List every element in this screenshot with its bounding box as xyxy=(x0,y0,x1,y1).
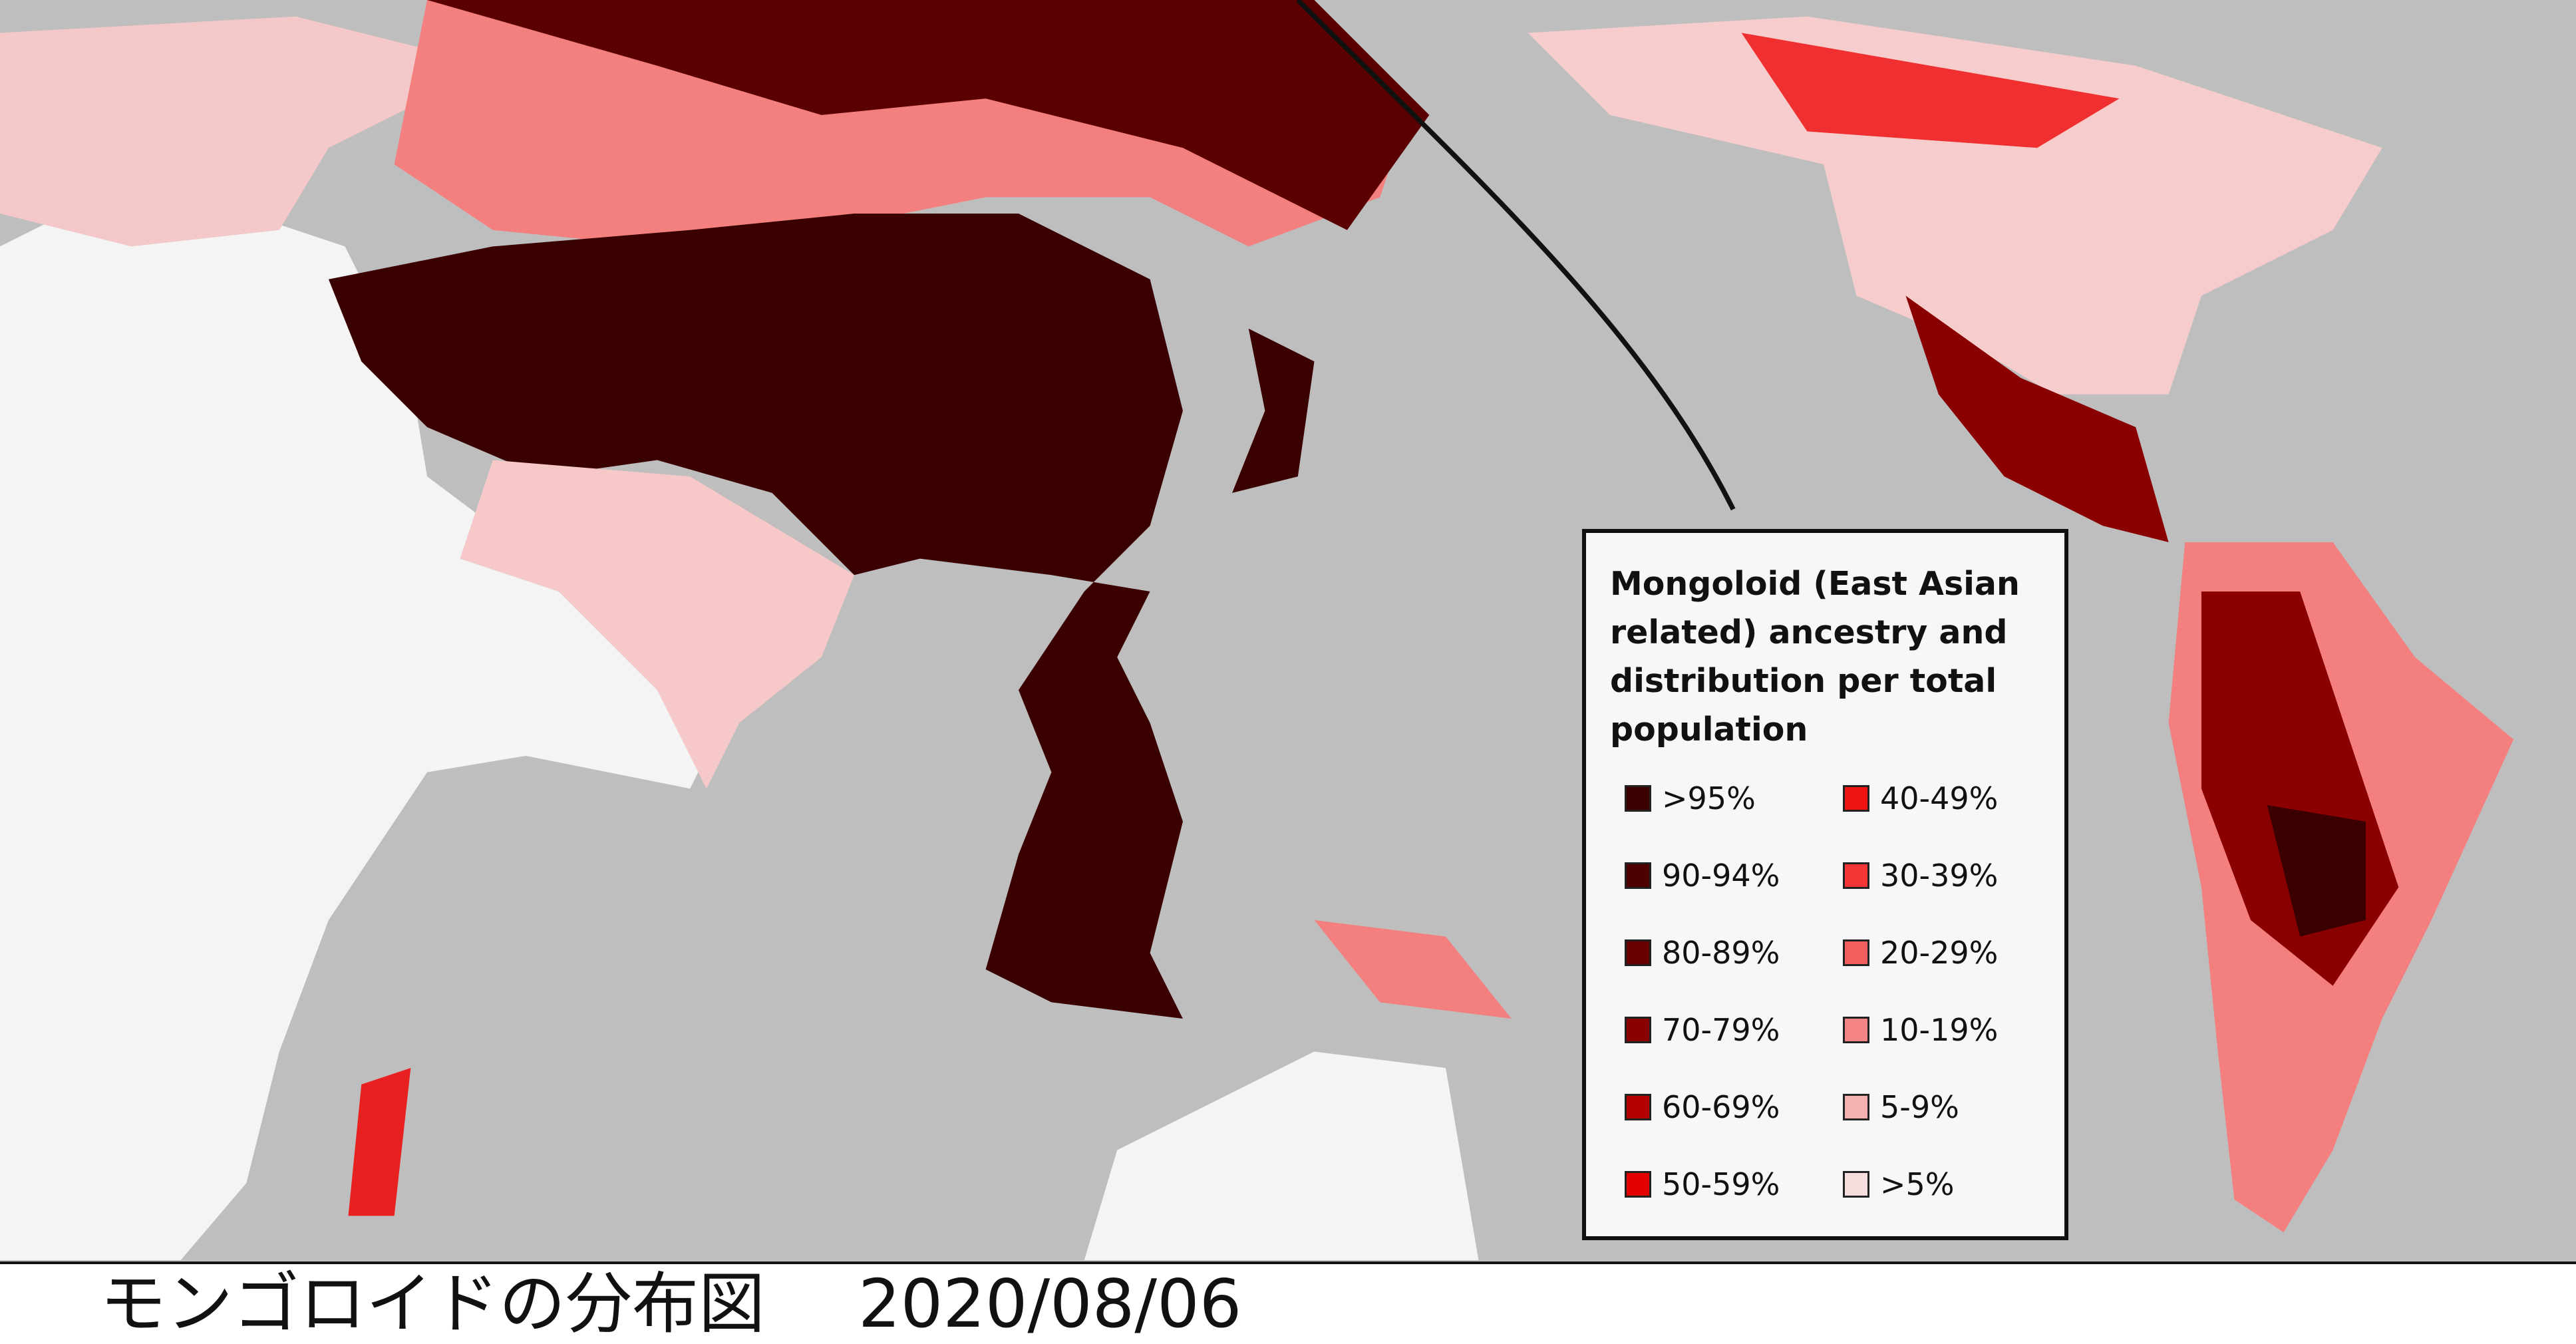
legend-swatch xyxy=(1625,1094,1651,1120)
legend-label: 80-89% xyxy=(1662,935,1780,971)
legend-item: 70-79% xyxy=(1625,1012,1780,1048)
legend-label: 50-59% xyxy=(1662,1166,1780,1202)
legend-swatch xyxy=(1625,939,1651,966)
bolivia xyxy=(2267,805,2366,937)
africa-europe xyxy=(0,197,723,1261)
legend-swatch xyxy=(1843,1171,1869,1198)
legend-swatch xyxy=(1843,785,1869,812)
arc-line xyxy=(1296,0,1736,511)
canada-band xyxy=(1741,33,2120,148)
legend-item: 30-39% xyxy=(1843,858,1998,894)
legend: Mongoloid (East Asian related) ancestry … xyxy=(1582,529,2068,1240)
legend-swatch xyxy=(1625,1171,1651,1198)
legend-swatch xyxy=(1843,862,1869,889)
legend-label: 20-29% xyxy=(1880,935,1999,971)
legend-label: 5-9% xyxy=(1880,1089,1959,1125)
legend-swatch xyxy=(1843,1017,1869,1043)
caption-date: 2020/08/06 xyxy=(858,1265,1242,1343)
legend-label: 10-19% xyxy=(1880,1012,1999,1048)
legend-swatch xyxy=(1625,1017,1651,1043)
legend-item: 40-49% xyxy=(1843,780,1998,816)
japan xyxy=(1232,328,1315,493)
south-asia xyxy=(460,460,855,789)
legend-item: 5-9% xyxy=(1843,1089,1959,1125)
legend-swatch xyxy=(1625,862,1651,889)
legend-swatch xyxy=(1843,939,1869,966)
legend-item: >5% xyxy=(1843,1166,1955,1202)
europe xyxy=(0,16,493,247)
legend-swatch xyxy=(1843,1094,1869,1120)
legend-item: 10-19% xyxy=(1843,1012,1998,1048)
east-asia xyxy=(328,214,1183,1019)
legend-item: >95% xyxy=(1625,780,1756,816)
legend-title: Mongoloid (East Asian related) ancestry … xyxy=(1610,565,2020,749)
legend-label: >95% xyxy=(1662,780,1756,816)
legend-item: 50-59% xyxy=(1625,1166,1780,1202)
legend-item: 20-29% xyxy=(1843,935,1998,971)
legend-label: >5% xyxy=(1880,1166,1955,1202)
australia xyxy=(1084,1051,1479,1261)
new-guinea xyxy=(1314,920,1512,1019)
siberia xyxy=(427,0,1430,230)
caption-title: モンゴロイドの分布図 xyxy=(100,1265,765,1343)
legend-label: 30-39% xyxy=(1880,858,1999,894)
legend-label: 90-94% xyxy=(1662,858,1780,894)
central-america xyxy=(1905,295,2169,542)
caption: モンゴロイドの分布図 2020/08/06 xyxy=(0,1261,2576,1344)
legend-label: 60-69% xyxy=(1662,1089,1780,1125)
legend-swatch xyxy=(1625,785,1651,812)
legend-item: 80-89% xyxy=(1625,935,1780,971)
legend-label: 70-79% xyxy=(1662,1012,1780,1048)
legend-item: 60-69% xyxy=(1625,1089,1780,1125)
legend-label: 40-49% xyxy=(1880,780,1999,816)
legend-item: 90-94% xyxy=(1625,858,1780,894)
legend-items: >95% 90-94% 80-89% 70-79% 60-69% 50-59% 40-49%… xyxy=(1610,780,2040,1246)
north-america xyxy=(1528,16,2382,395)
madagascar xyxy=(348,1068,411,1216)
